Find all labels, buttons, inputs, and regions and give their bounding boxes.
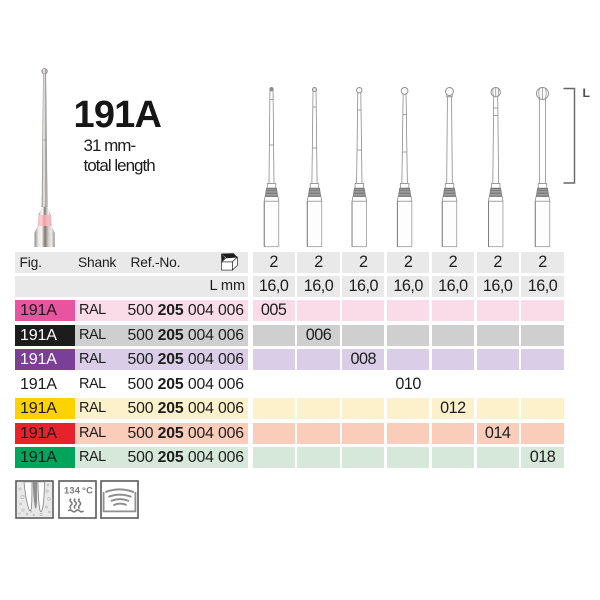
svg-text:134 °C: 134 °C: [63, 486, 92, 496]
svg-text:L: L: [583, 86, 591, 100]
